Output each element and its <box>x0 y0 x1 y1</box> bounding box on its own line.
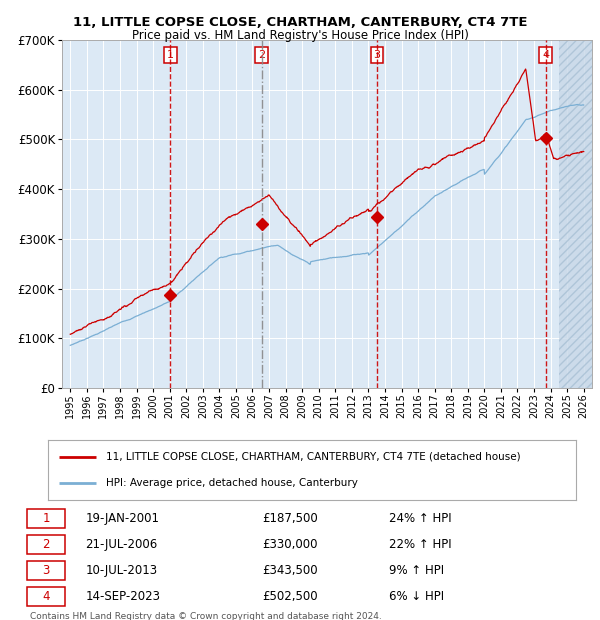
FancyBboxPatch shape <box>27 587 65 606</box>
Text: £330,000: £330,000 <box>262 538 317 551</box>
Text: 6% ↓ HPI: 6% ↓ HPI <box>389 590 444 603</box>
Text: 4: 4 <box>42 590 50 603</box>
Text: 21-JUL-2006: 21-JUL-2006 <box>85 538 157 551</box>
Text: £502,500: £502,500 <box>262 590 317 603</box>
Text: £343,500: £343,500 <box>262 564 317 577</box>
Text: Price paid vs. HM Land Registry's House Price Index (HPI): Price paid vs. HM Land Registry's House … <box>131 29 469 42</box>
Bar <box>559 40 592 388</box>
Text: 2: 2 <box>42 538 50 551</box>
Text: Contains HM Land Registry data © Crown copyright and database right 2024.: Contains HM Land Registry data © Crown c… <box>30 612 382 620</box>
Text: 4: 4 <box>542 50 550 60</box>
Text: 19-JAN-2001: 19-JAN-2001 <box>85 512 159 525</box>
Text: 2: 2 <box>258 50 265 60</box>
Text: 1: 1 <box>42 512 50 525</box>
Text: 24% ↑ HPI: 24% ↑ HPI <box>389 512 451 525</box>
Text: 1: 1 <box>167 50 174 60</box>
FancyBboxPatch shape <box>27 535 65 554</box>
Text: 3: 3 <box>43 564 50 577</box>
Text: £187,500: £187,500 <box>262 512 317 525</box>
Text: 11, LITTLE COPSE CLOSE, CHARTHAM, CANTERBURY, CT4 7TE (detached house): 11, LITTLE COPSE CLOSE, CHARTHAM, CANTER… <box>106 452 521 462</box>
Text: 11, LITTLE COPSE CLOSE, CHARTHAM, CANTERBURY, CT4 7TE: 11, LITTLE COPSE CLOSE, CHARTHAM, CANTER… <box>73 16 527 29</box>
FancyBboxPatch shape <box>27 508 65 528</box>
Text: 22% ↑ HPI: 22% ↑ HPI <box>389 538 451 551</box>
Text: 3: 3 <box>374 50 380 60</box>
Text: 9% ↑ HPI: 9% ↑ HPI <box>389 564 444 577</box>
Text: 10-JUL-2013: 10-JUL-2013 <box>85 564 157 577</box>
FancyBboxPatch shape <box>27 561 65 580</box>
Text: 14-SEP-2023: 14-SEP-2023 <box>85 590 160 603</box>
Text: HPI: Average price, detached house, Canterbury: HPI: Average price, detached house, Cant… <box>106 478 358 488</box>
